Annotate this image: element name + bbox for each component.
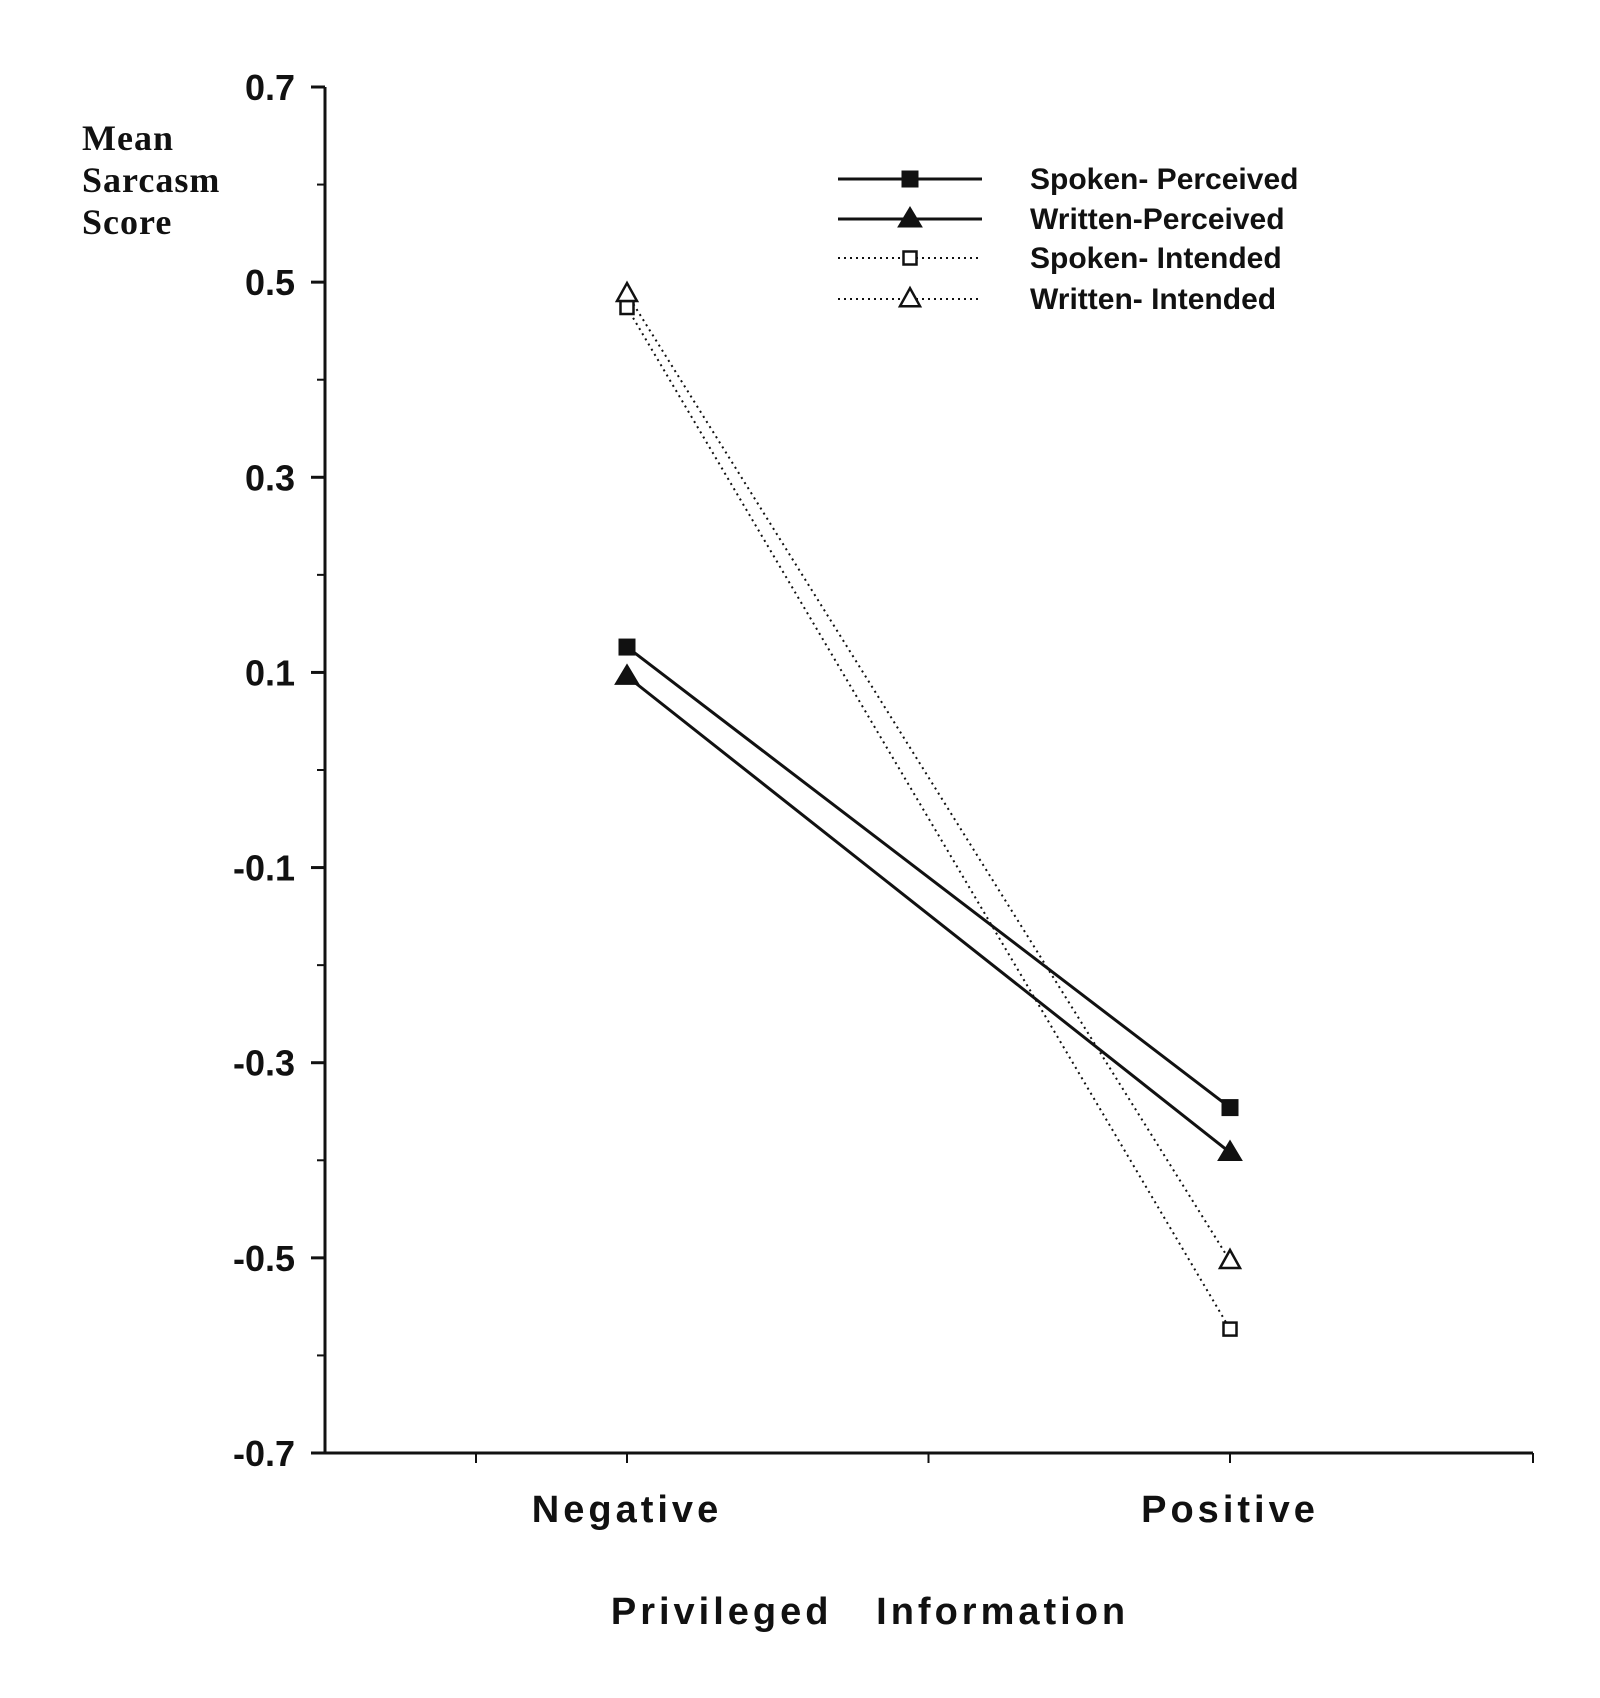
- legend-marker-0: [901, 170, 919, 188]
- data-point-1-1: [1217, 1139, 1243, 1161]
- data-point-1-0: [614, 663, 640, 685]
- legend-marker-3: [897, 285, 923, 308]
- legend-label-0: Spoken- Perceived: [1030, 163, 1298, 196]
- legend-marker-2: [902, 250, 918, 266]
- series-line-1: [626, 675, 1231, 1154]
- x-category-label: Negative: [532, 1489, 722, 1531]
- x-category-label: Positive: [1141, 1489, 1319, 1531]
- legend-marker-1: [897, 206, 923, 228]
- legend-label-2: Spoken- Intended: [1030, 242, 1282, 275]
- series-line-2: [626, 307, 1231, 1330]
- legend-label-3: Written- Intended: [1030, 283, 1276, 316]
- data-point-2-1: [1222, 1321, 1238, 1337]
- series-line-0: [626, 645, 1231, 1109]
- data-point-2-0: [619, 299, 635, 316]
- data-point-0-1: [1221, 1099, 1239, 1117]
- y-tick-label: 0.5: [245, 262, 295, 303]
- y-axis-title-line: Sarcasm: [82, 160, 220, 200]
- data-point-3-1: [1217, 1247, 1243, 1270]
- data-point-3-0: [614, 280, 640, 303]
- y-tick-label: 0.3: [245, 457, 295, 498]
- legend-label-1: Written-Perceived: [1030, 203, 1285, 236]
- y-axis-title-line: Score: [82, 202, 172, 242]
- data-point-0-0: [618, 638, 636, 656]
- y-axis-title-line: Mean: [82, 118, 174, 158]
- y-tick-label: 0.1: [245, 652, 295, 693]
- y-tick-label: 0.7: [245, 67, 295, 108]
- series-line-3: [626, 293, 1231, 1262]
- x-axis-title: Privileged Information: [611, 1591, 1129, 1633]
- y-tick-label: -0.3: [233, 1043, 295, 1084]
- y-tick-label: -0.1: [233, 848, 295, 889]
- y-tick-label: -0.5: [233, 1238, 295, 1279]
- y-tick-label: -0.7: [233, 1433, 295, 1474]
